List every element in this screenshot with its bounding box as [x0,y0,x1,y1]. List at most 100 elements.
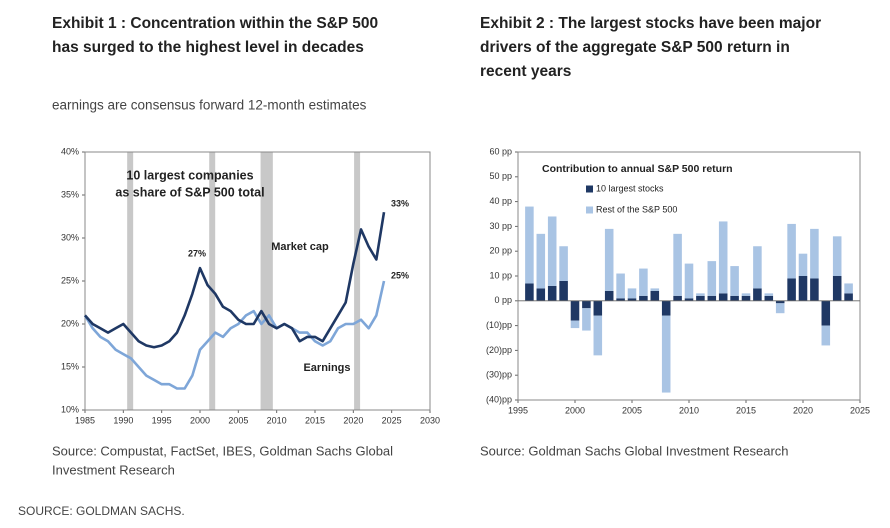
source: Source: Goldman Sachs Global Investment … [480,443,789,458]
y-tick-label: 15% [61,361,79,371]
bar-segment [753,288,762,301]
exhibit-title: Exhibit 1 : Concentration within the S&P… [52,15,378,32]
bar-segment [627,288,637,299]
bar-segment [775,303,785,314]
bar-segment [696,295,705,301]
annotation: 10 largest companies [126,168,253,182]
bar-segment [661,315,671,393]
y-tick-label: 40% [61,146,79,156]
bar-segment [525,206,534,284]
x-tick-label: 1990 [113,415,133,425]
x-tick-label: 2000 [565,405,585,415]
source: Source: Compustat, FactSet, IBES, Goldma… [52,443,393,458]
bar-segment [673,233,682,296]
recession-shade [127,152,134,410]
y-tick-label: (40)pp [486,394,512,404]
x-tick-label: 2000 [190,415,210,425]
bar-segment [582,308,591,331]
bar-segment [559,280,568,301]
bar-segment [684,263,694,299]
exhibit-title: drivers of the aggregate S&P 500 return … [480,39,790,56]
bar-segment [844,283,853,294]
bar-segment [639,295,648,301]
series-line [83,280,386,390]
legend-label: 10 largest stocks [596,183,664,193]
bar-segment [661,300,671,316]
y-tick-label: (20)pp [486,345,512,355]
y-tick-label: (30)pp [486,370,512,380]
series-label: Earnings [303,362,350,374]
recession-shade [209,152,216,410]
legend-label: Rest of the S&P 500 [596,204,677,214]
y-tick-label: 60 pp [489,146,512,156]
x-tick-label: 2005 [622,405,642,415]
y-tick-label: (10)pp [486,320,512,330]
bar-segment [559,246,568,281]
bar-segment [821,300,831,326]
bar-segment [775,300,785,304]
x-tick-label: 2030 [420,415,440,425]
bar-segment [718,293,728,301]
bar-segment [650,288,660,291]
bar-segment [741,293,751,296]
bar-segment [832,276,842,301]
bar-segment [593,315,603,356]
x-tick-label: 2010 [679,405,699,415]
y-tick-label: 30% [61,232,79,242]
bar-segment [639,268,648,296]
bar-segment [821,325,831,346]
subtitle: earnings are consensus forward 12-month … [52,98,367,113]
exhibit-title: Exhibit 2 : The largest stocks have been… [480,15,821,32]
bar-segment [536,288,546,301]
exhibit-title: has surged to the highest level in decad… [52,39,364,56]
exhibit-title: recent years [480,63,571,80]
bar-segment [832,236,842,276]
bar-segment [787,278,796,301]
y-tick-label: 25% [61,275,79,285]
bar-segment [730,266,739,296]
legend-swatch [586,185,593,193]
recession-shade [354,152,361,410]
bar-segment [707,261,717,296]
bar-segment [764,293,774,296]
x-tick-label: 1995 [508,405,528,415]
y-tick-label: 10 pp [489,270,512,280]
bar-segment [787,223,796,279]
x-tick-label: 2025 [382,415,402,425]
y-tick-label: 30 pp [489,221,512,231]
bar-segment [741,295,751,301]
x-tick-label: 1995 [152,415,172,425]
bar-segment [616,298,625,301]
y-tick-label: 20% [61,318,79,328]
recession-shade [260,152,273,410]
bar-segment [582,300,591,309]
x-tick-label: 2005 [228,415,248,425]
annotation: as share of S&P 500 total [115,185,264,199]
x-tick-label: 1985 [75,415,95,425]
x-tick-label: 2020 [793,405,813,415]
legend-title: Contribution to annual S&P 500 return [542,163,733,175]
bar-segment [684,298,694,301]
bar-segment [616,273,625,299]
bar-segment [547,216,557,286]
x-tick-label: 2015 [736,405,756,415]
bar-segment [593,300,603,316]
bar-segment [673,295,682,301]
y-tick-label: 0 pp [494,295,512,305]
y-tick-label: 20 pp [489,246,512,256]
bar-segment [753,246,762,289]
bar-segment [696,293,705,296]
x-tick-label: 2025 [850,405,870,415]
bar-segment [525,283,534,301]
series-label: Market cap [271,241,329,253]
y-tick-label: 50 pp [489,171,512,181]
bar-segment [707,295,717,301]
bar-segment [730,295,739,301]
bar-segment [798,253,808,276]
footer: SOURCE: GOLDMAN SACHS. [18,504,185,518]
plot-frame [517,151,861,401]
x-tick-label: 2020 [343,415,363,425]
bar-segment [570,320,580,329]
bar-segment [810,278,819,301]
